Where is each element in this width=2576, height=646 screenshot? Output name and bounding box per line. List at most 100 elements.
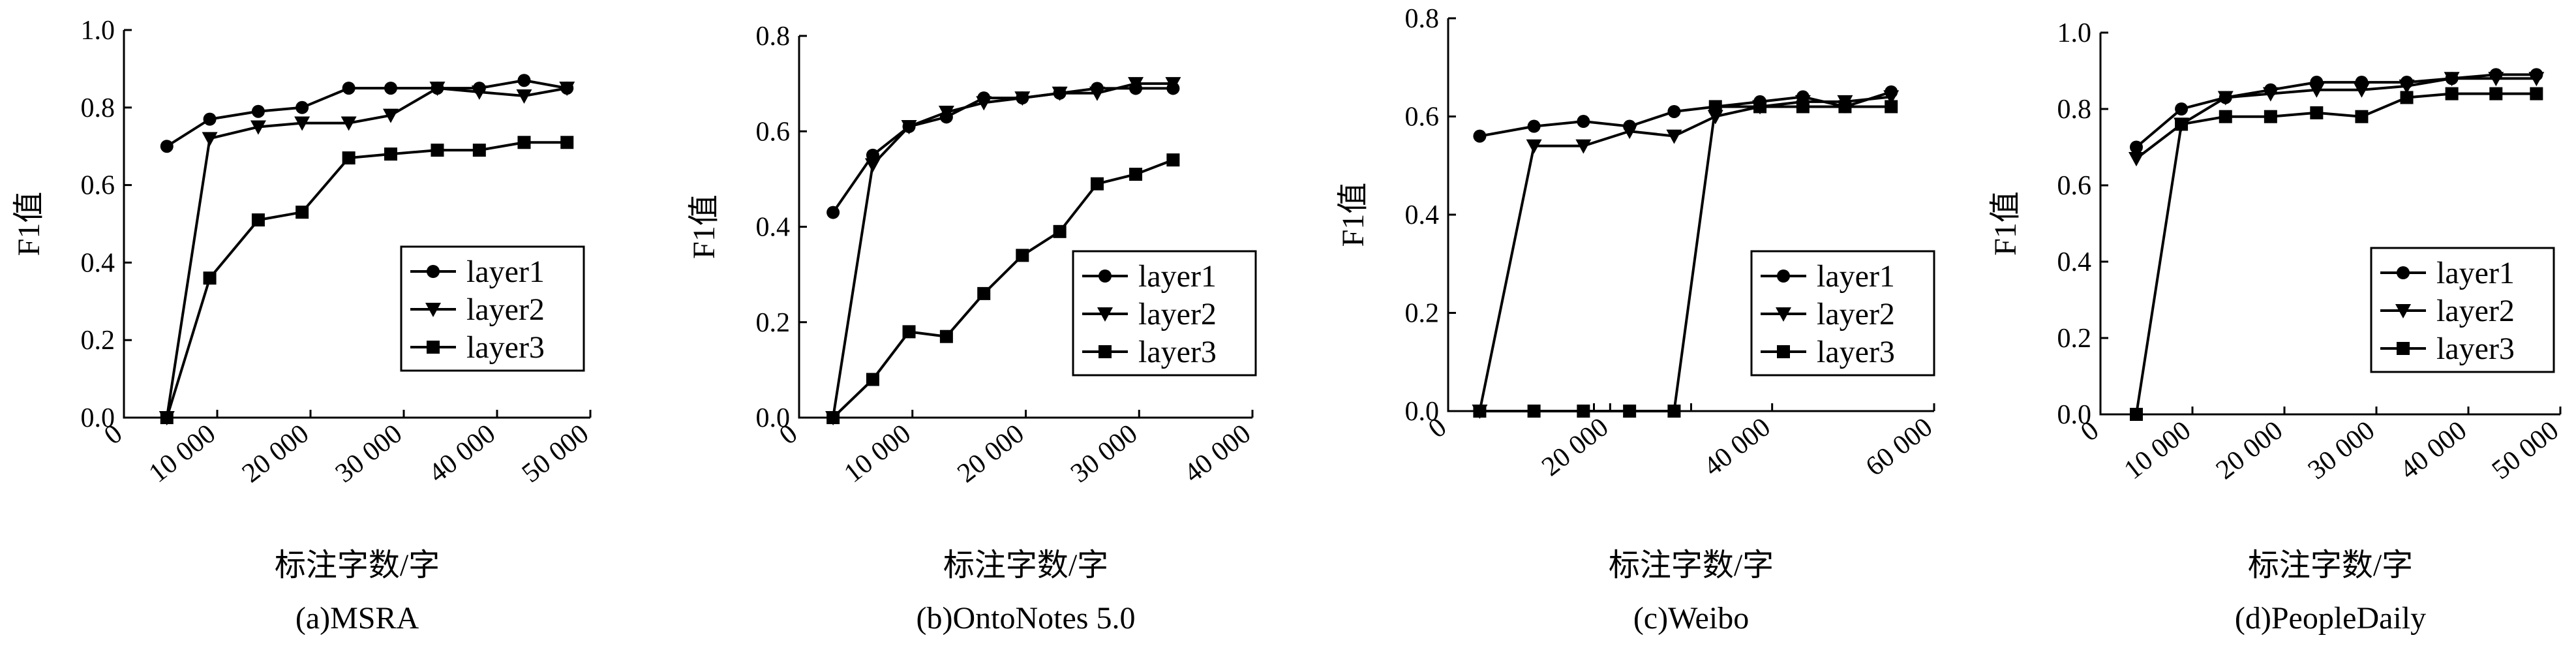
x-tick-label: 60 000 bbox=[1860, 412, 1938, 482]
data-point bbox=[295, 206, 309, 219]
data-point bbox=[1016, 249, 1029, 262]
data-point bbox=[1667, 405, 1681, 418]
data-point bbox=[2528, 72, 2545, 87]
y-axis-label: F1值 bbox=[1988, 191, 2023, 256]
data-point bbox=[1090, 177, 1104, 191]
legend-marker bbox=[425, 303, 441, 317]
x-tick-label: 20 000 bbox=[237, 419, 314, 489]
y-tick-label: 0.2 bbox=[756, 308, 791, 338]
y-tick-label: 0.6 bbox=[756, 117, 791, 147]
legend-label: layer1 bbox=[466, 254, 545, 289]
y-tick-label: 0.0 bbox=[1405, 397, 1440, 427]
y-axis-label: F1值 bbox=[12, 192, 46, 256]
data-point bbox=[2128, 152, 2144, 167]
series-line-layer1 bbox=[166, 79, 568, 147]
y-tick-label: 0.0 bbox=[756, 403, 791, 433]
legend-label: layer1 bbox=[1817, 259, 1895, 294]
data-point bbox=[2217, 91, 2234, 106]
data-point bbox=[2175, 117, 2189, 131]
series-layer2 bbox=[2128, 72, 2545, 167]
y-tick-label: 0.6 bbox=[1405, 102, 1440, 132]
legend-marker bbox=[1099, 345, 1112, 358]
legend-marker bbox=[1777, 345, 1790, 358]
data-point bbox=[976, 96, 992, 111]
series-layer3 bbox=[826, 153, 1180, 424]
data-point bbox=[1667, 104, 1681, 118]
data-point bbox=[1577, 115, 1590, 129]
data-point bbox=[2129, 408, 2143, 421]
legend-label: layer2 bbox=[1138, 297, 1217, 331]
y-tick-label: 0.2 bbox=[81, 326, 115, 356]
data-point bbox=[517, 74, 531, 87]
legend-marker bbox=[1777, 269, 1790, 283]
data-point bbox=[384, 147, 397, 161]
data-point bbox=[1575, 139, 1592, 154]
data-point bbox=[864, 158, 881, 173]
series-line-layer1 bbox=[832, 87, 1174, 213]
y-tick-label: 0.8 bbox=[2057, 95, 2092, 125]
chart-panel-1: 0.00.20.40.60.81.00 10 000 20 000 30 000 40 … bbox=[12, 16, 594, 636]
x-tick-label: 20 000 bbox=[952, 419, 1029, 489]
data-point bbox=[250, 120, 266, 135]
data-point bbox=[2399, 79, 2415, 94]
legend-label: layer1 bbox=[1138, 259, 1217, 294]
data-point bbox=[559, 82, 575, 97]
x-tick-label: 20 000 bbox=[1536, 412, 1614, 482]
data-point bbox=[1527, 119, 1541, 133]
x-tick-label: 30 000 bbox=[330, 419, 408, 489]
legend-label: layer3 bbox=[1138, 335, 1217, 369]
data-point bbox=[1883, 90, 1900, 105]
data-point bbox=[471, 85, 487, 100]
data-point bbox=[1708, 100, 1722, 114]
data-point bbox=[2219, 110, 2232, 123]
data-point bbox=[1527, 405, 1541, 418]
data-point bbox=[866, 373, 879, 386]
data-point bbox=[1577, 405, 1590, 418]
y-tick-label: 0.6 bbox=[81, 171, 115, 201]
data-point bbox=[1166, 153, 1180, 167]
y-tick-label: 0.4 bbox=[2057, 247, 2092, 277]
series-layer3 bbox=[2129, 87, 2543, 421]
data-point bbox=[2129, 140, 2143, 154]
y-tick-label: 0.4 bbox=[81, 248, 115, 278]
x-tick-label: 30 000 bbox=[1065, 419, 1143, 489]
series-layer3 bbox=[1473, 100, 1898, 418]
data-point bbox=[517, 136, 531, 149]
data-point bbox=[342, 151, 356, 165]
legend-marker bbox=[1097, 307, 1113, 322]
data-point bbox=[251, 104, 265, 118]
data-point bbox=[939, 330, 953, 343]
data-point bbox=[1129, 168, 1143, 181]
legend-marker bbox=[427, 341, 440, 354]
data-point bbox=[1885, 100, 1898, 114]
data-point bbox=[2175, 102, 2189, 115]
data-point bbox=[1014, 91, 1031, 106]
chart-panel-4: 0.00.20.40.60.81.00 10 000 20 000 30 000 40 … bbox=[1988, 18, 2564, 636]
data-point bbox=[977, 286, 991, 300]
y-tick-label: 0.2 bbox=[2057, 324, 2092, 354]
series-layer1 bbox=[160, 74, 574, 153]
x-tick-label: 20 000 bbox=[2211, 416, 2288, 485]
data-point bbox=[2400, 91, 2414, 104]
data-point bbox=[1128, 77, 1144, 92]
data-point bbox=[2488, 72, 2504, 87]
legend-label: layer3 bbox=[1817, 335, 1895, 369]
data-point bbox=[2309, 83, 2325, 98]
legend-marker bbox=[2397, 342, 2410, 355]
data-point bbox=[826, 206, 840, 219]
x-tick-label: 40 000 bbox=[423, 419, 501, 489]
data-point bbox=[251, 213, 265, 227]
data-point bbox=[938, 106, 954, 120]
x-axis-label: 标注字数/字 bbox=[275, 548, 440, 583]
x-tick-label: 30 000 bbox=[2303, 416, 2380, 485]
x-axis-label: 标注字数/字 bbox=[2248, 548, 2413, 583]
series-layer1 bbox=[826, 82, 1180, 219]
legend-label: layer3 bbox=[2436, 331, 2515, 366]
data-point bbox=[1089, 86, 1105, 101]
data-point bbox=[160, 140, 174, 153]
y-tick-label: 0.2 bbox=[1405, 299, 1440, 329]
chart-caption: (a)MSRA bbox=[295, 601, 419, 636]
legend-marker bbox=[2397, 266, 2410, 279]
